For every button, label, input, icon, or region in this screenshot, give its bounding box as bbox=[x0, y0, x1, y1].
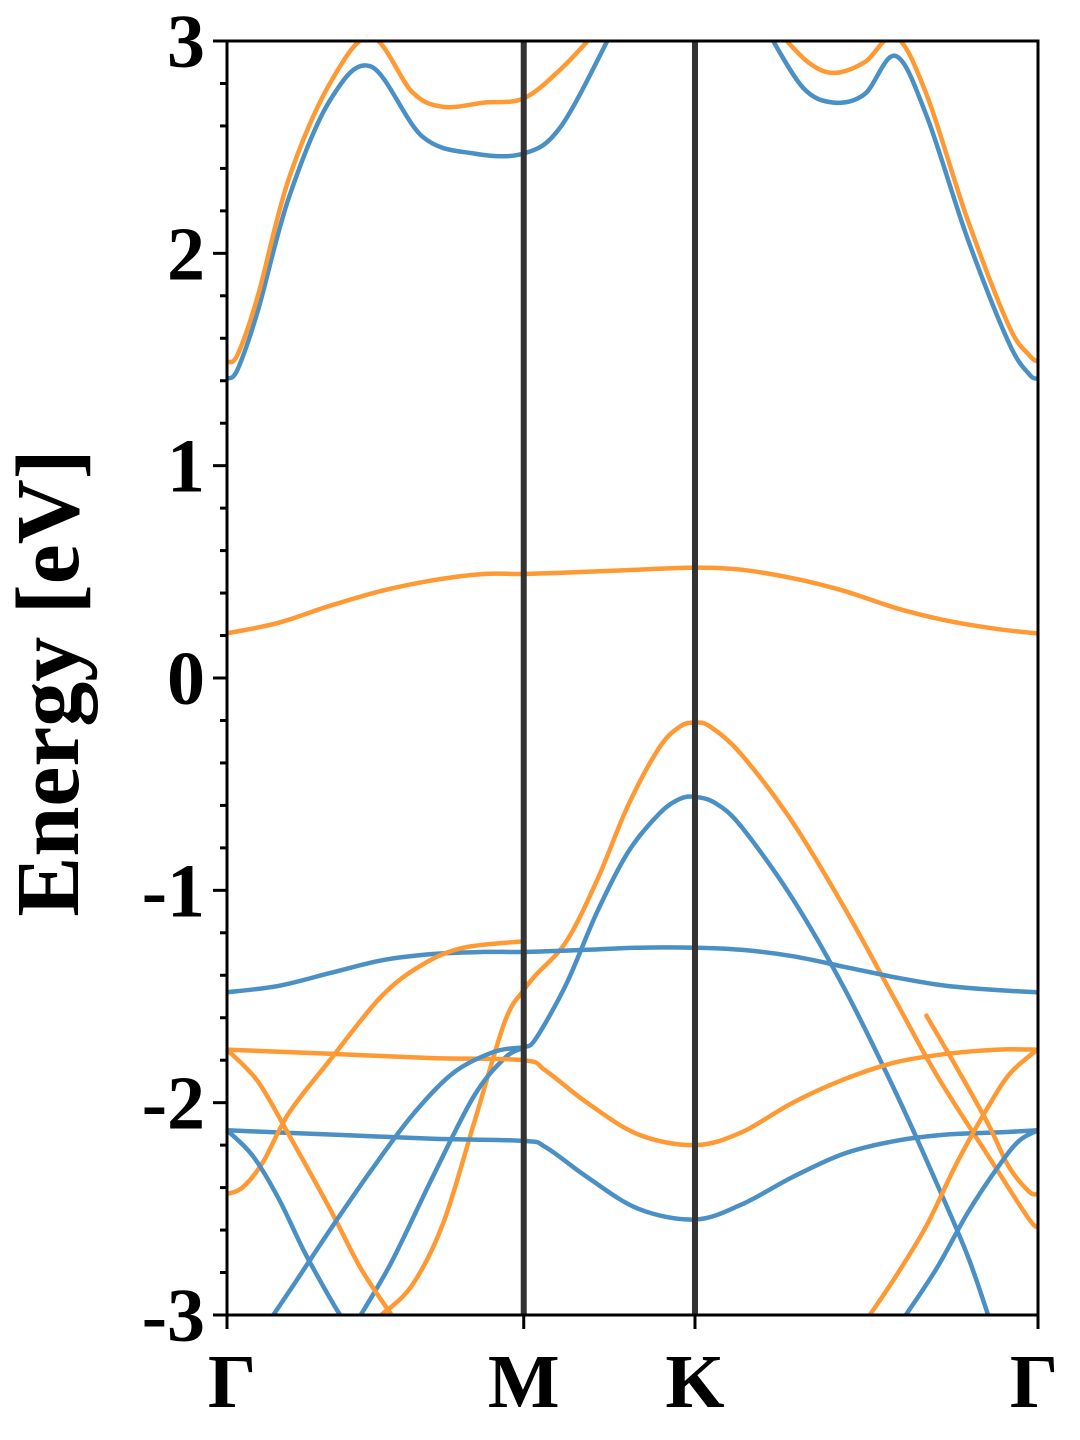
band-line-blue-12 bbox=[227, 1128, 343, 1315]
band-line-blue-13 bbox=[271, 1045, 526, 1315]
high-symmetry-lines bbox=[520, 41, 698, 1315]
band-line-orange-14 bbox=[867, 1047, 1038, 1315]
band-line-blue-16 bbox=[903, 1128, 1038, 1315]
y-tick-label: 2 bbox=[167, 212, 205, 296]
band-line-orange-10 bbox=[227, 1047, 394, 1315]
y-axis-ticks: -3 -2 -1 0 1 2 3 bbox=[142, 0, 227, 1358]
y-tick-label: 3 bbox=[167, 0, 205, 84]
y-tick-label: 1 bbox=[167, 425, 205, 509]
band-line-orange-8 bbox=[227, 1047, 1038, 1148]
x-tick-label-Γ: Γ bbox=[208, 1340, 256, 1424]
band-line-blue-6 bbox=[358, 794, 991, 1315]
plot-frame bbox=[225, 39, 1040, 1317]
band-line-orange-11 bbox=[227, 939, 526, 1197]
x-tick-label-K: K bbox=[665, 1340, 724, 1424]
band-line-blue-0 bbox=[227, 41, 610, 381]
band-line-orange-2 bbox=[227, 41, 591, 365]
y-tick-label: -3 bbox=[142, 1274, 205, 1358]
series-layer bbox=[227, 41, 1038, 1315]
band-line-orange-5 bbox=[379, 720, 1038, 1315]
band-line-blue-7 bbox=[227, 945, 1038, 995]
x-tick-label-M: M bbox=[488, 1340, 560, 1424]
y-tick-label: 0 bbox=[167, 637, 205, 721]
x-tick-label-Γ: Γ bbox=[1010, 1340, 1058, 1424]
band-line-orange-3 bbox=[783, 41, 1038, 364]
band-line-blue-1 bbox=[770, 41, 1038, 381]
y-tick-label: -2 bbox=[142, 1062, 205, 1146]
band-line-orange-15 bbox=[924, 1013, 1038, 1197]
band-line-blue-9 bbox=[227, 1128, 1038, 1222]
y-tick-label: -1 bbox=[142, 849, 205, 933]
band-line-orange-4 bbox=[227, 565, 1038, 636]
y-axis-title: Energy [eV] bbox=[0, 449, 98, 916]
